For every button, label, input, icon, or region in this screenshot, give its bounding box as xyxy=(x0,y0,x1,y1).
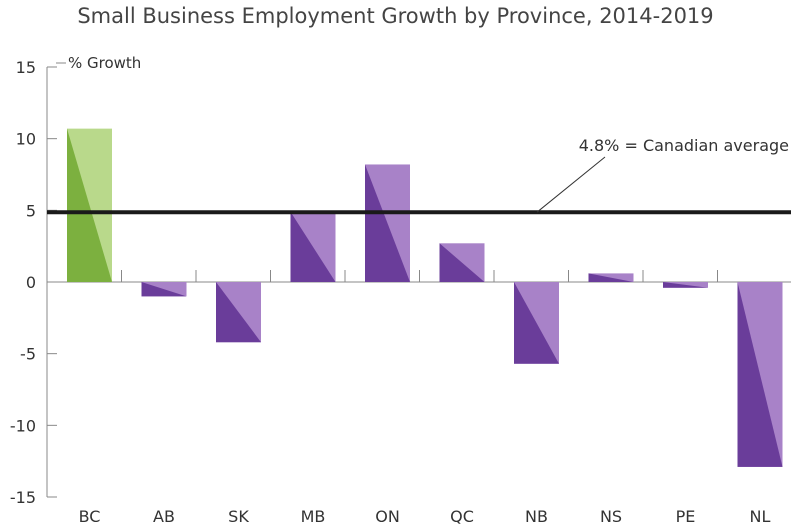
reference-leader-line xyxy=(536,156,606,213)
bar-shade xyxy=(365,164,410,282)
y-tick-label: 5 xyxy=(26,201,36,220)
bar-bc xyxy=(67,128,112,282)
x-tick-label: NB xyxy=(525,507,548,526)
x-tick-label: NL xyxy=(750,507,771,526)
bar-shade xyxy=(514,282,559,364)
bar-shade xyxy=(141,282,187,297)
bar-shade xyxy=(588,273,634,282)
y-tick-label: 0 xyxy=(26,273,36,292)
y-tick-label: 15 xyxy=(16,58,36,77)
bar-shade xyxy=(439,243,485,282)
reference-line-label: 4.8% = Canadian average xyxy=(579,136,789,155)
bar-shade xyxy=(67,128,112,282)
bar-shade xyxy=(216,282,261,343)
x-tick-label: SK xyxy=(228,507,249,526)
bar-shade xyxy=(290,211,336,282)
x-tick-label: QC xyxy=(450,507,474,526)
y-axis-label: % Growth xyxy=(68,54,141,72)
bar-pe xyxy=(663,282,708,288)
bar-ns xyxy=(588,273,634,282)
bar-mb xyxy=(290,211,336,282)
x-tick-label: NS xyxy=(600,507,622,526)
y-tick-label: -15 xyxy=(10,488,36,507)
bar-on xyxy=(365,164,410,282)
y-tick-label: -5 xyxy=(20,345,36,364)
bar-qc xyxy=(439,243,485,282)
x-tick-label: MB xyxy=(301,507,326,526)
y-tick-label: 10 xyxy=(16,130,36,149)
x-tick-label: BC xyxy=(79,507,101,526)
chart-title: Small Business Employment Growth by Prov… xyxy=(77,4,714,28)
bar-shade xyxy=(737,282,783,467)
bar-nl xyxy=(737,282,783,467)
bar-nb xyxy=(514,282,559,364)
bar-sk xyxy=(216,282,261,343)
x-tick-label: ON xyxy=(375,507,400,526)
bar-shade xyxy=(663,282,708,288)
y-tick-label: -10 xyxy=(10,416,36,435)
x-tick-label: AB xyxy=(153,507,175,526)
bar-ab xyxy=(141,282,187,297)
x-tick-label: PE xyxy=(676,507,696,526)
